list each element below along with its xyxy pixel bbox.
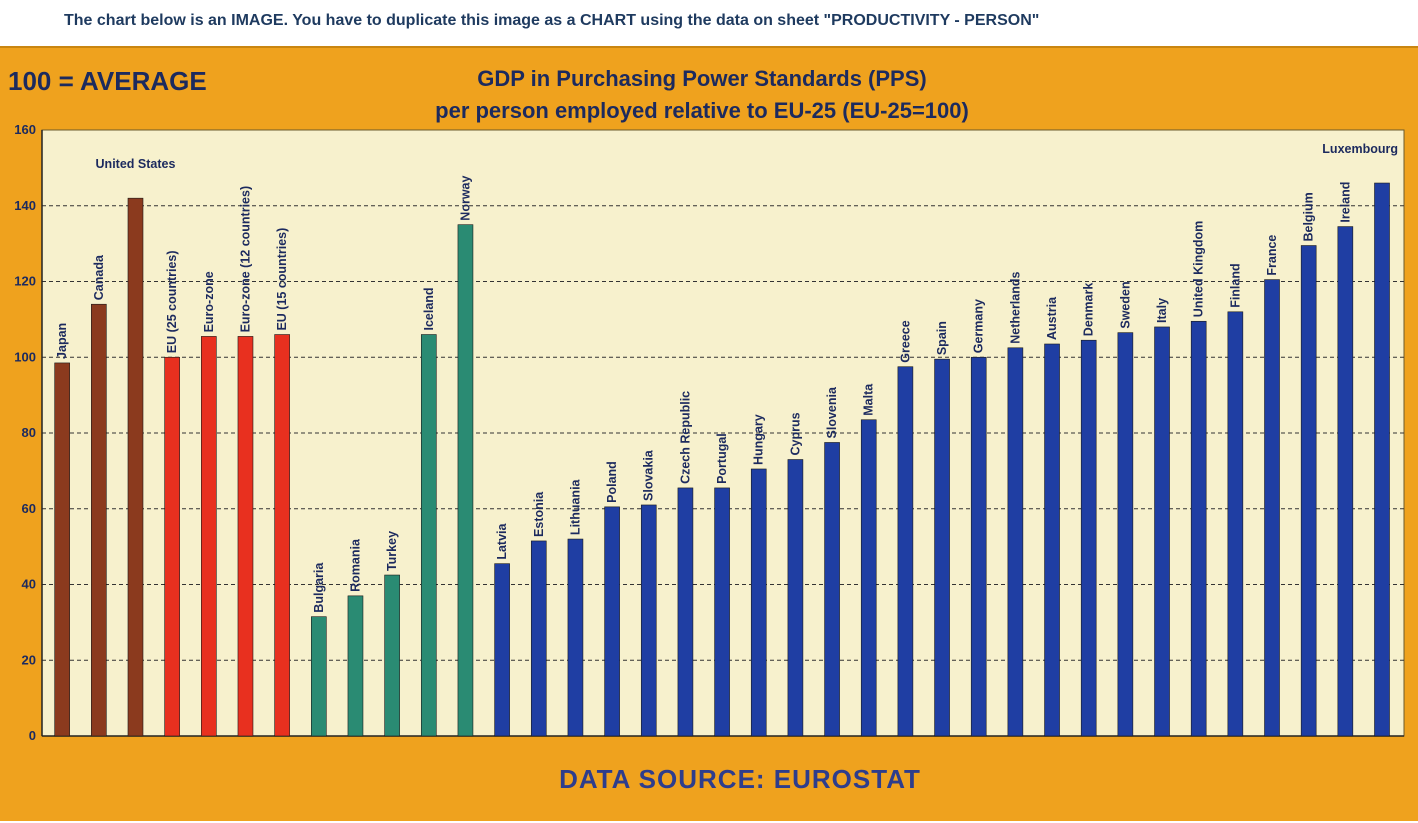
bar-label: Euro-zone xyxy=(202,271,216,332)
bar-label: Cyprus xyxy=(788,412,802,455)
chart-title-line-2: per person employed relative to EU-25 (E… xyxy=(435,98,969,123)
bar-greece xyxy=(897,366,914,737)
instruction-text: The chart below is an IMAGE. You have to… xyxy=(64,12,1040,29)
bar-bulgaria xyxy=(310,616,327,737)
bar-label: Germany xyxy=(972,299,986,353)
bar-luxembourg xyxy=(1374,182,1390,737)
bar-label: United States xyxy=(96,157,176,171)
y-tick-label: 60 xyxy=(22,501,36,516)
bar-label: Portugal xyxy=(715,433,729,484)
bar-label: Bulgaria xyxy=(312,562,326,613)
bar-japan xyxy=(54,362,70,737)
bar-label: Ireland xyxy=(1338,182,1352,223)
bar-label: Austria xyxy=(1045,296,1059,340)
bar-label: Finland xyxy=(1228,263,1242,307)
bar-label: Euro-zone (12 countries) xyxy=(238,186,252,333)
bar-united-states xyxy=(127,197,144,737)
bar-label: Czech Republic xyxy=(678,391,692,484)
corner-label: 100 = AVERAGE xyxy=(8,66,207,96)
bar-label: Luxembourg xyxy=(1322,142,1398,156)
bar-canada xyxy=(91,303,107,737)
y-tick-label: 100 xyxy=(14,349,36,364)
data-source-label: DATA SOURCE: EUROSTAT xyxy=(559,764,921,794)
y-tick-label: 140 xyxy=(14,198,36,213)
chart-title-line-1: GDP in Purchasing Power Standards (PPS) xyxy=(477,66,926,91)
bar-romania xyxy=(347,595,364,737)
bar-netherlands xyxy=(1007,347,1024,737)
plot-area: 0 20 40 60 80 100 120 140 160 Japan Canada United S… xyxy=(14,122,1405,743)
y-tick-label: 0 xyxy=(29,728,36,743)
bar-label: Hungary xyxy=(752,414,766,465)
bar-label: EU (15 countries) xyxy=(275,228,289,331)
bar-spain xyxy=(934,358,950,737)
bar-label: Malta xyxy=(862,383,876,416)
instruction-banner: The chart below is an IMAGE. You have to… xyxy=(0,0,1418,46)
bar-belgium xyxy=(1300,245,1317,737)
bar-finland xyxy=(1227,311,1244,737)
bar-label: Canada xyxy=(92,254,106,300)
bar-label: Romania xyxy=(348,538,362,592)
bar-label: Estonia xyxy=(532,491,546,537)
bar-estonia xyxy=(530,540,547,737)
bar-czech-republic xyxy=(677,487,694,737)
y-tick-label: 20 xyxy=(22,652,36,667)
bar-label: Slovenia xyxy=(825,386,839,438)
bar-lithuania xyxy=(567,538,584,737)
y-tick-label: 40 xyxy=(22,577,36,592)
bar-denmark xyxy=(1080,339,1097,737)
bar-eu-15-countries- xyxy=(274,334,290,737)
bar-germany xyxy=(970,356,987,737)
bar-label: Italy xyxy=(1155,298,1169,323)
bar-latvia xyxy=(494,563,510,737)
bar-hungary xyxy=(750,468,767,737)
bar-poland xyxy=(604,506,620,737)
bar-label: Latvia xyxy=(495,522,509,559)
y-tick-label: 120 xyxy=(14,274,36,289)
bar-label: Greece xyxy=(898,320,912,362)
bar-austria xyxy=(1044,343,1060,737)
bar-eu-25-countries- xyxy=(164,356,180,737)
bar-sweden xyxy=(1117,332,1134,737)
bar-united-kingdom xyxy=(1190,320,1207,737)
bar-label: France xyxy=(1265,235,1279,276)
bar-label: Japan xyxy=(55,323,69,359)
bar-italy xyxy=(1154,326,1170,737)
bar-portugal xyxy=(714,487,730,737)
y-tick-label: 80 xyxy=(22,425,36,440)
bar-slovakia xyxy=(640,504,657,737)
productivity-bar-chart: 100 = AVERAGE GDP in Purchasing Power St… xyxy=(8,66,1405,794)
bar-label: Poland xyxy=(605,461,619,503)
chart-panel: 100 = AVERAGE GDP in Purchasing Power St… xyxy=(0,46,1418,821)
bar-euro-zone xyxy=(201,336,217,737)
bar-label: Lithuania xyxy=(568,478,582,535)
bar-label: Spain xyxy=(935,321,949,355)
bar-label: Sweden xyxy=(1118,281,1132,328)
bar-slovenia xyxy=(824,442,840,737)
bar-label: Slovakia xyxy=(642,449,656,501)
bar-label: Turkey xyxy=(385,531,399,571)
bar-label: Netherlands xyxy=(1008,271,1022,343)
y-tick-label: 160 xyxy=(14,122,36,137)
bar-label: Norway xyxy=(458,175,472,220)
bar-ireland xyxy=(1337,226,1354,737)
bar-iceland xyxy=(420,334,437,737)
bar-cyprus xyxy=(787,459,804,737)
bar-label: EU (25 countries) xyxy=(165,250,179,353)
bar-label: United Kingdom xyxy=(1192,221,1206,318)
bar-euro-zone-12-countries- xyxy=(237,336,254,737)
bar-malta xyxy=(860,419,877,737)
bar-turkey xyxy=(384,574,400,737)
bar-france xyxy=(1264,279,1280,737)
bar-norway xyxy=(457,224,474,737)
bar-label: Iceland xyxy=(422,287,436,330)
bar-label: Belgium xyxy=(1302,192,1316,241)
bar-label: Denmark xyxy=(1082,283,1096,337)
